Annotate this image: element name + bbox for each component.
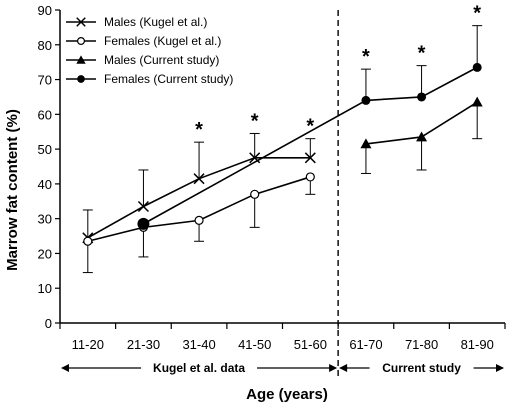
significance-star: * [306,116,314,138]
significance-layer: * * * * * * [195,3,481,142]
marker-triangle [360,138,372,149]
x-tick-label: 71-80 [405,337,438,352]
y-tick-label: 80 [38,38,52,53]
marker-open-circle [194,215,204,226]
legend-entry: Males (Kugel et al.) [104,15,207,29]
y-tick-label: 20 [38,246,52,261]
y-tick-label: 50 [38,142,52,157]
x-tick-label: 31-40 [182,337,215,352]
y-axis-label: Marrow fat content (%) [4,109,21,271]
significance-star: * [362,46,370,68]
y-tick-label: 60 [38,107,52,122]
legend-entry: Females (Current study) [104,72,233,86]
section-label: Kugel et al. data [153,361,245,375]
marker-x [137,200,149,213]
marker-filled-circle [417,92,427,102]
significance-star: * [473,3,481,25]
significance-star: * [251,110,259,132]
marker-open-circle [305,172,315,182]
marker-triangle [76,55,86,64]
x-tick-label: 61-70 [349,337,382,352]
marker-open-circle [83,236,93,246]
arrow-head [329,364,338,372]
marker-open-circle [250,189,260,199]
marker-filled-circle [472,62,482,72]
marker-filled-circle [361,95,371,105]
marker-open-circle [76,36,85,45]
marker-x [193,173,205,185]
x-axis-label: Age (years) [246,386,328,403]
series-line [143,66,478,225]
marker-filled-circle [77,75,85,83]
y-tick-label: 40 [38,177,52,192]
significance-star: * [195,119,203,141]
marker-filled-circle [137,217,150,230]
marker-triangle [471,96,483,107]
arrow-head [496,364,504,372]
error-bars-layer [82,25,483,274]
arrow-head [61,364,69,372]
x-tick-label: 21-30 [127,337,160,352]
axes-layer: 0 10 20 30 40 50 60 70 80 90 11-20 21-30 31-40 41-50 5… [38,3,506,380]
marker-x [304,152,316,164]
x-tick-label: 81-90 [461,337,494,352]
markers-layer [82,62,483,246]
marker-x [249,152,261,164]
significance-star: * [418,43,426,65]
marker-x [76,17,86,27]
section-annotations: Kugel et al. data Current study [61,361,504,375]
y-tick-label: 0 [45,316,52,331]
marker-triangle [416,131,428,142]
legend: Males (Kugel et al.) Females (Kugel et al… [66,15,233,86]
y-tick-label: 70 [38,73,52,88]
x-tick-label: 41-50 [238,337,271,352]
arrow-head [339,364,348,372]
section-label: Current study [382,361,461,375]
x-tick-label: 11-20 [72,337,104,352]
x-tick-label: 51-60 [294,337,327,352]
y-tick-label: 30 [38,212,52,227]
legend-entry: Males (Current study) [104,53,219,67]
y-tick-label: 10 [38,281,52,296]
y-tick-label: 90 [38,3,52,18]
legend-entry: Females (Kugel et al.) [104,34,221,48]
